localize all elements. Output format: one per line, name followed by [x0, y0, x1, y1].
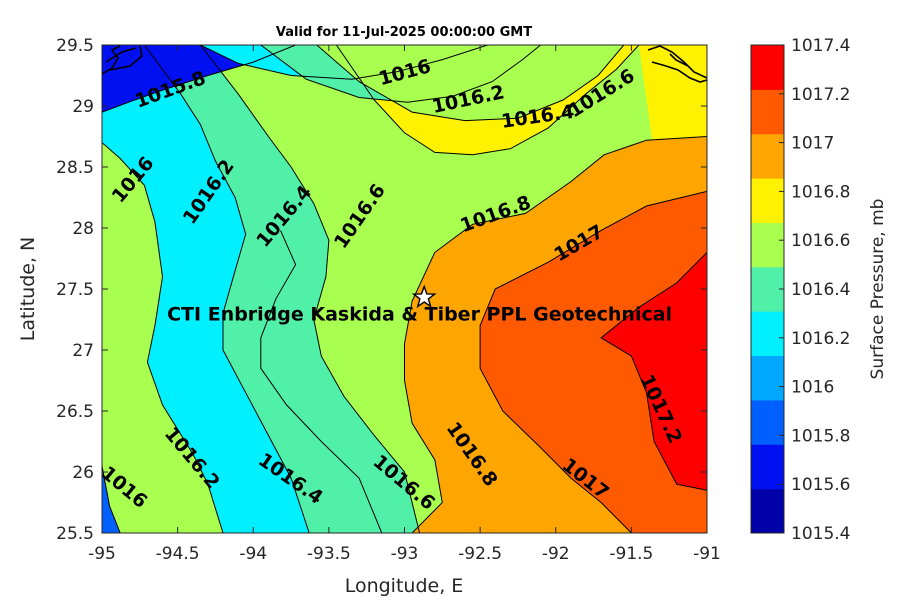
colorbar-swatch — [751, 89, 784, 135]
y-tick-label: 29 — [72, 97, 94, 117]
colorbar-swatch — [751, 488, 784, 534]
colorbar-swatch — [751, 444, 784, 490]
contour-line-1016.8 — [404, 136, 707, 533]
x-tick-label: -94 — [239, 544, 267, 564]
contour-line-1015.8 — [102, 45, 296, 113]
contour-line-1017.0 — [479, 190, 707, 533]
site-star-marker — [411, 284, 437, 309]
y-tick-label: 29.5 — [56, 36, 94, 56]
colorbar-swatch — [751, 399, 784, 445]
contour-line-1017.2 — [600, 252, 707, 491]
colorbar-swatch — [751, 45, 784, 90]
coastline — [102, 45, 707, 83]
colorbar-tick-label: 1016.4 — [791, 280, 850, 300]
contour-line-1016.4 — [199, 45, 421, 533]
colorbar: 1015.4 1015.6 1015.8 1016 1016.2 1016.4 1016.6… — [750, 36, 850, 544]
x-tick-label: -92 — [542, 544, 570, 564]
contour-line-1016.0 — [102, 142, 224, 533]
y-axis: 25.5 26 26.5 27 27.5 28 28.5 29 29.5 — [56, 36, 707, 544]
colorbar-swatch — [751, 133, 784, 179]
x-tick-label: -93 — [391, 544, 419, 564]
contour-line-1016.0 — [200, 45, 488, 80]
colorbar-tick-label: 1016.6 — [791, 231, 850, 251]
contour-line-1016.6 — [260, 230, 383, 533]
chart-title: Valid for 11-Jul-2025 00:00:00 GMT — [276, 25, 532, 40]
x-tick-label: -92.5 — [458, 544, 502, 564]
x-tick-label: -94.5 — [156, 544, 200, 564]
colorbar-swatch — [751, 266, 784, 312]
y-tick-label: 27 — [72, 341, 94, 361]
contour-band-1017.2 — [480, 191, 707, 533]
x-tick-label: -93.5 — [307, 544, 351, 564]
colorbar-swatch — [751, 222, 784, 268]
colorbar-swatch — [751, 311, 784, 357]
y-tick-label: 25.5 — [56, 524, 94, 544]
colorbar-label: Surface Pressure, mb — [868, 199, 888, 380]
colorbar-tick-label: 1017.2 — [791, 85, 850, 105]
colorbar-swatch — [751, 355, 784, 401]
filled-contour-bands — [102, 45, 707, 533]
y-tick-label: 26 — [72, 463, 94, 483]
y-tick-label: 28.5 — [56, 158, 94, 178]
x-tick-label: -91.5 — [609, 544, 653, 564]
colorbar-tick-label: 1015.8 — [791, 426, 850, 446]
site-label: CTI Enbridge Kaskida & Tiber PPL Geotech… — [167, 303, 672, 325]
contour-band-1017.4 — [601, 252, 707, 533]
colorbar-tick-label: 1017 — [791, 134, 834, 154]
y-tick-label: 27.5 — [56, 280, 94, 300]
colorbar-tick-label: 1015.6 — [791, 475, 850, 495]
site-annotation: CTI Enbridge Kaskida & Tiber PPL Geotech… — [167, 284, 672, 325]
contour-band-1015.8 — [102, 465, 121, 533]
x-axis-label: Longitude, E — [345, 575, 464, 597]
y-axis-label: Latitude, N — [17, 237, 39, 342]
coastline-northwest — [102, 45, 143, 75]
colorbar-tick-label: 1017.4 — [791, 36, 850, 56]
colorbar-tick-label: 1016.8 — [791, 182, 850, 202]
colorbar-tick-label: 1016.2 — [791, 329, 850, 349]
colorbar-swatch — [751, 178, 784, 223]
x-tick-label: -95 — [88, 544, 116, 564]
x-tick-label: -91 — [693, 544, 721, 564]
contour-line-1016.0 — [102, 465, 121, 533]
colorbar-tick-label: 1015.4 — [791, 524, 850, 544]
contour-line-1016.4 — [316, 45, 625, 122]
contour-line-1016.2 — [260, 45, 541, 103]
y-tick-label: 28 — [72, 219, 94, 239]
colorbar-tick-label: 1016 — [791, 378, 834, 398]
contour-line-1016.2 — [143, 45, 310, 533]
x-axis: -95 -94.5 -94 -93.5 -93 -92.5 -92 -91.5 -91 — [88, 45, 721, 564]
y-tick-label: 26.5 — [56, 402, 94, 422]
coastline-northeast — [647, 45, 707, 83]
contour-line-1016.6 — [335, 45, 640, 156]
contour-lines — [102, 45, 707, 533]
